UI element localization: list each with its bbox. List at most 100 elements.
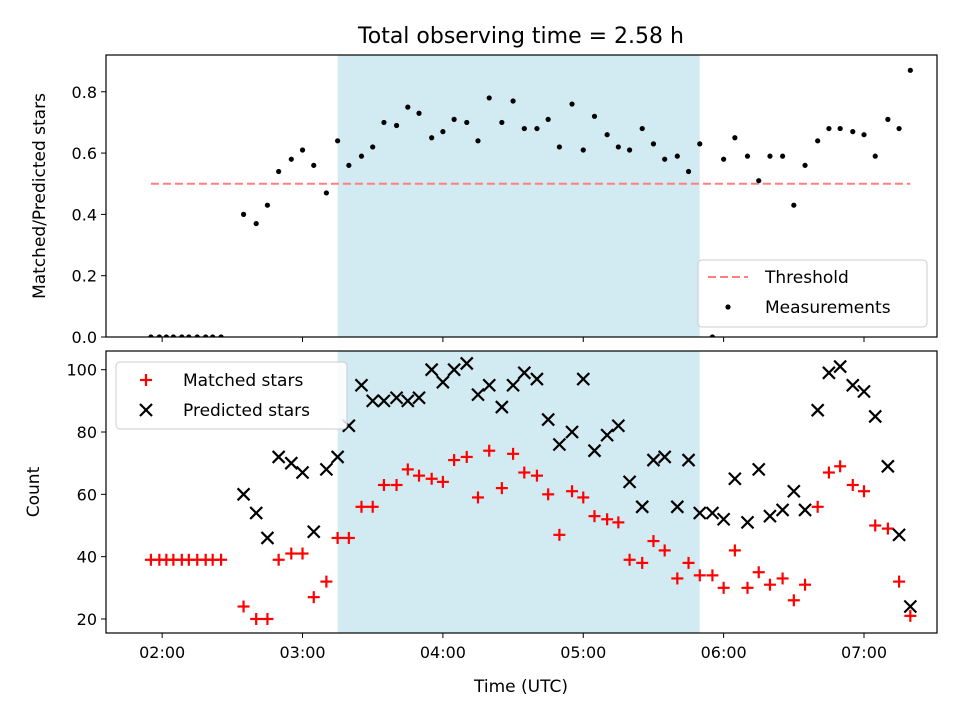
measurement-point bbox=[650, 141, 657, 147]
measurement-point bbox=[685, 168, 692, 175]
matched-stars-point bbox=[390, 478, 403, 491]
matched-stars-point bbox=[834, 460, 847, 473]
predicted-stars-point bbox=[600, 428, 614, 442]
predicted-stars-point bbox=[401, 394, 415, 408]
measurement-point bbox=[486, 95, 492, 101]
matched-stars-point bbox=[553, 528, 566, 541]
measurement-point bbox=[186, 334, 192, 337]
matched-stars-point bbox=[237, 600, 250, 613]
matched-stars-point bbox=[893, 575, 906, 588]
predicted-stars-point bbox=[692, 506, 707, 520]
matched-stars-point bbox=[483, 444, 496, 457]
predicted-stars-point bbox=[319, 462, 334, 477]
predicted-stars-point bbox=[716, 512, 731, 527]
matched-stars-point bbox=[693, 569, 706, 582]
predicted-stars-point bbox=[763, 509, 777, 523]
measurement-point bbox=[464, 119, 470, 126]
axes-frame-ratio bbox=[105, 54, 938, 338]
predicted-stars-point bbox=[646, 453, 661, 467]
matched-stars-point bbox=[250, 612, 263, 625]
x-tick-label: 07:00 bbox=[841, 643, 887, 662]
y-tick-label: 100 bbox=[66, 361, 97, 380]
measurement-point bbox=[323, 190, 329, 196]
matched-stars-point bbox=[577, 491, 590, 504]
predicted-stars-point bbox=[892, 528, 906, 542]
legend-matched-swatch bbox=[140, 374, 152, 386]
measurement-point bbox=[744, 153, 751, 159]
matched-stars-point bbox=[623, 553, 636, 566]
matched-stars-point bbox=[331, 531, 344, 544]
predicted-stars-point bbox=[354, 378, 369, 393]
measurement-point bbox=[569, 101, 575, 107]
matched-stars-point bbox=[495, 482, 508, 495]
measurement-point bbox=[148, 334, 154, 337]
predicted-stars-point bbox=[670, 500, 685, 514]
predicted-stars-point bbox=[260, 531, 275, 545]
measurement-point bbox=[556, 144, 563, 150]
matched-stars-point bbox=[822, 466, 835, 479]
measurement-point bbox=[194, 334, 200, 337]
y-tick-label: 0.6 bbox=[72, 144, 97, 163]
matched-stars-point bbox=[530, 469, 543, 482]
matched-stars-point bbox=[320, 575, 333, 588]
predicted-stars-point bbox=[881, 459, 895, 474]
measurement-point bbox=[335, 138, 341, 144]
matched-stars-point bbox=[869, 519, 882, 532]
matched-stars-point bbox=[612, 516, 625, 529]
top-axes-ratio: 0.0 0.2 0.4 0.6 0.8 Matched/Predicted stars Th… bbox=[30, 54, 938, 347]
matched-stars-point bbox=[636, 556, 649, 569]
matched-stars-point bbox=[671, 572, 684, 585]
predicted-stars-point bbox=[412, 390, 426, 405]
matched-stars-point bbox=[787, 594, 800, 607]
predicted-stars-point bbox=[868, 409, 883, 424]
matched-stars-point bbox=[401, 463, 414, 476]
y-axis-label-ratio: Matched/Predicted stars bbox=[30, 93, 50, 299]
predicted-stars-point bbox=[249, 506, 263, 520]
measurement-point bbox=[626, 147, 633, 153]
y-tick-label: 80 bbox=[77, 423, 97, 442]
y-tick-label: 0.2 bbox=[72, 267, 97, 286]
measurement-point bbox=[615, 144, 621, 150]
measurement-point bbox=[861, 132, 867, 138]
predicted-stars-point bbox=[775, 503, 790, 517]
measurement-point bbox=[346, 162, 352, 168]
predicted-stars-point bbox=[236, 487, 251, 502]
y-tick-label: 60 bbox=[77, 485, 97, 504]
legend-bottom bbox=[115, 361, 348, 430]
matched-stars-point bbox=[261, 612, 274, 625]
predicted-stars-point bbox=[541, 412, 555, 427]
predicted-stars-point bbox=[611, 419, 626, 433]
y-tick-label: 40 bbox=[77, 548, 97, 567]
x-tick-label: 06:00 bbox=[701, 643, 747, 662]
x-tick-label: 02:00 bbox=[139, 643, 185, 662]
predicted-stars-point bbox=[903, 599, 918, 614]
predicted-stars-point bbox=[471, 387, 485, 402]
measurement-point bbox=[163, 334, 169, 337]
measurement-point bbox=[837, 125, 843, 132]
y-axis-label-count: Count bbox=[24, 466, 44, 517]
matched-stars-point bbox=[471, 491, 484, 504]
chart-title: Total observing time = 2.58 h bbox=[357, 24, 684, 49]
predicted-stars-point bbox=[271, 450, 286, 464]
matched-stars-point bbox=[436, 475, 449, 488]
matched-stars-point bbox=[448, 454, 461, 467]
predicted-stars-point bbox=[681, 453, 696, 467]
predicted-stars-point bbox=[506, 378, 520, 393]
matched-stars-point bbox=[881, 522, 894, 535]
predicted-stars-point bbox=[728, 471, 742, 486]
matched-stars-point bbox=[566, 485, 579, 498]
measurement-point bbox=[709, 334, 716, 337]
predicted-stars-point bbox=[495, 400, 509, 414]
matched-stars-point bbox=[366, 500, 379, 513]
measurement-point bbox=[815, 138, 821, 144]
matched-stars-point bbox=[215, 553, 228, 566]
predicted-stars-point bbox=[833, 359, 847, 374]
matched-stars-point bbox=[811, 500, 824, 513]
measurement-point bbox=[791, 202, 797, 208]
legend-predicted-label: Predicted stars bbox=[183, 401, 310, 421]
legend-matched-label: Matched stars bbox=[183, 371, 303, 391]
measurement-point bbox=[510, 98, 516, 104]
matched-stars-point bbox=[296, 547, 309, 560]
predicted-stars-point bbox=[587, 443, 602, 458]
measurement-point bbox=[440, 129, 446, 135]
